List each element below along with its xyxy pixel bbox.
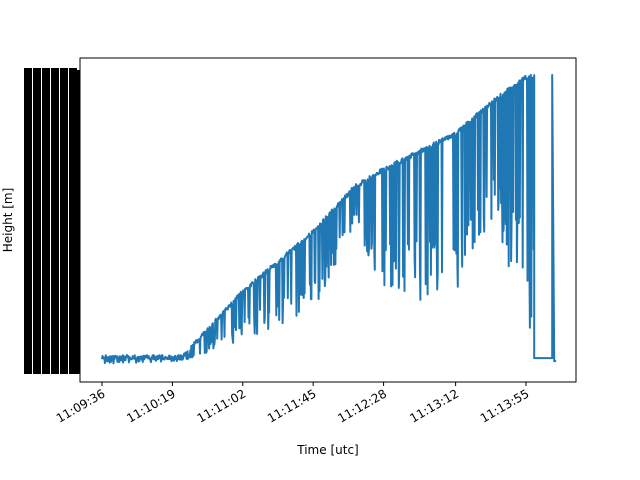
x-axis-label: Time [utc]	[296, 443, 358, 457]
x-tick-label: 11:13:12	[407, 386, 461, 425]
y-tick-cluster	[24, 68, 80, 374]
x-tick-label: 11:11:02	[195, 386, 249, 425]
x-tick-label: 11:10:19	[124, 386, 178, 425]
y-tick-labels-overlap	[24, 68, 32, 374]
y-tick-marks-overlap	[73, 70, 80, 374]
x-tick-label: 11:13:55	[478, 386, 532, 425]
x-axis: 11:09:36 11:10:19 11:11:02 11:11:45 11:12:28…	[54, 382, 532, 426]
x-tick-label: 11:09:36	[54, 386, 108, 425]
height-series-line	[101, 74, 557, 365]
y-tick-labels-overlap	[60, 68, 68, 374]
y-axis-label: Height [m]	[1, 188, 15, 253]
x-tick-label: 11:11:45	[265, 386, 319, 425]
x-tick-label: 11:12:28	[335, 386, 389, 425]
y-tick-labels-overlap	[51, 68, 59, 374]
y-tick-labels-overlap	[42, 68, 50, 374]
plot-area	[101, 74, 557, 365]
y-tick-labels-overlap	[33, 68, 41, 374]
plot-frame	[79, 57, 577, 383]
